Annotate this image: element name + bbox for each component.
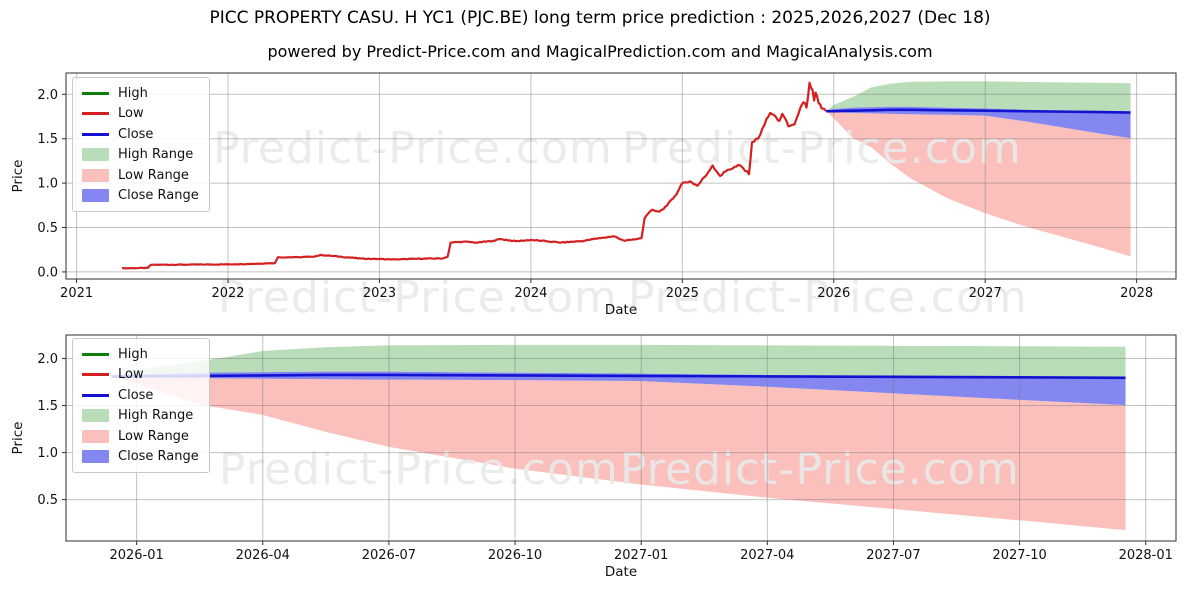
legend-item-high-range: High Range (82, 406, 199, 427)
high-range-band (826, 81, 1131, 113)
plot-border (65, 334, 1177, 542)
legend-item-low: Low (82, 104, 199, 125)
legend-top: High Low Close High Range Low Range Close Ran… (72, 77, 210, 212)
legend-label: Low (118, 367, 144, 383)
x-tick-label: 2027-07 (866, 548, 920, 563)
low-range-band (111, 376, 1126, 531)
x-tick-label: 2021 (60, 286, 93, 301)
high-range-band (111, 344, 1126, 378)
x-tick-label: 2027 (969, 286, 1002, 301)
legend-line-swatch (82, 132, 109, 136)
legend-item-close: Close (82, 124, 199, 145)
x-tick-label: 2027-10 (992, 548, 1046, 563)
watermark-text: Predict-Price.com (219, 444, 619, 495)
price-history-chart: Predict-Price.com Predict-Price.comPredic… (10, 72, 1177, 322)
legend-patch-swatch (82, 189, 109, 203)
y-tick-label: 1.5 (37, 132, 58, 147)
y-tick-label: 0.5 (37, 221, 58, 236)
legend-item-high-range: High Range (82, 145, 199, 166)
x-tick-label: 2026-01 (109, 548, 163, 563)
x-tick-label: 2026-04 (236, 548, 290, 563)
close-range-band (111, 371, 1126, 406)
figure-title: PICC PROPERTY CASU. H YC1 (PJC.BE) long … (209, 8, 991, 28)
legend-patch-swatch (82, 429, 109, 443)
x-tick-label: 2028-01 (1119, 548, 1173, 563)
legend-label: Close (118, 126, 154, 142)
legend-patch-swatch (82, 409, 109, 423)
watermark-text: Predict-Price.com (628, 272, 1028, 322)
x-tick-label: 2023 (363, 286, 396, 301)
x-tick-label: 2026-10 (488, 548, 542, 563)
x-tick-label: 2027-04 (740, 548, 794, 563)
legend-line-swatch (82, 91, 109, 95)
legend-patch-swatch (82, 148, 109, 162)
x-tick-label: 2022 (211, 286, 244, 301)
legend-label: Close Range (118, 188, 199, 204)
legend-label: Low (118, 106, 144, 122)
x-tick-label: 2026 (817, 286, 850, 301)
legend-label: High Range (118, 147, 194, 163)
x-tick-label: 2028 (1120, 286, 1153, 301)
low-range-band (826, 111, 1131, 257)
y-tick-label: 2.0 (37, 88, 58, 103)
x-axis-label: Date (605, 302, 637, 318)
y-tick-label: 1.0 (37, 446, 58, 461)
legend-bottom: High Low Close High Range Low Range Close Ran… (72, 338, 210, 473)
legend-patch-swatch (82, 450, 109, 464)
prediction-zoom-chart: Predict-Price.com Predict-Price.com 2026-0… (10, 334, 1177, 580)
legend-line-swatch (82, 352, 109, 356)
legend-item-low-range: Low Range (82, 426, 199, 447)
close-prediction-line (826, 108, 1131, 114)
watermark-text: Predict-Price.com (620, 444, 1020, 495)
legend-label: Low Range (118, 167, 189, 183)
close-range-band (826, 106, 1131, 139)
y-tick-label: 1.5 (37, 399, 58, 414)
figure-subtitle: powered by Predict-Price.com and Magical… (267, 42, 933, 61)
y-axis-label: Price (10, 160, 26, 193)
y-tick-label: 0.5 (37, 493, 58, 508)
y-tick-label: 1.0 (37, 177, 58, 192)
y-axis-label: Price (10, 422, 26, 455)
watermark-text: Predict-Price.com (622, 123, 1022, 174)
legend-item-low-range: Low Range (82, 165, 199, 186)
legend-label: Close Range (118, 449, 199, 465)
legend-item-close-range: Close Range (82, 186, 199, 207)
watermark-text: Predict-Price.com (213, 123, 613, 174)
legend-line-swatch (82, 393, 109, 397)
legend-item-low: Low (82, 365, 199, 386)
x-tick-label: 2024 (514, 286, 547, 301)
legend-label: High (118, 346, 148, 362)
legend-patch-swatch (82, 168, 109, 182)
legend-label: Close (118, 387, 154, 403)
legend-line-swatch (82, 373, 109, 377)
legend-item-high: High (82, 83, 199, 104)
legend-item-high: High (82, 344, 199, 365)
legend-item-close-range: Close Range (82, 447, 199, 468)
plot-border (65, 72, 1177, 280)
legend-label: Low Range (118, 428, 189, 444)
legend-label: High Range (118, 408, 194, 424)
history-low-line (121, 81, 828, 270)
watermark-text: Predict-Price.com (218, 272, 618, 322)
legend-item-close: Close (82, 385, 199, 406)
y-tick-label: 0.0 (37, 265, 58, 280)
x-tick-label: 2027-01 (614, 548, 668, 563)
x-tick-label: 2025 (666, 286, 699, 301)
x-tick-label: 2026-07 (362, 548, 416, 563)
y-tick-label: 2.0 (37, 352, 58, 367)
legend-label: High (118, 85, 148, 101)
x-axis-label: Date (605, 564, 637, 580)
legend-line-swatch (82, 112, 109, 116)
